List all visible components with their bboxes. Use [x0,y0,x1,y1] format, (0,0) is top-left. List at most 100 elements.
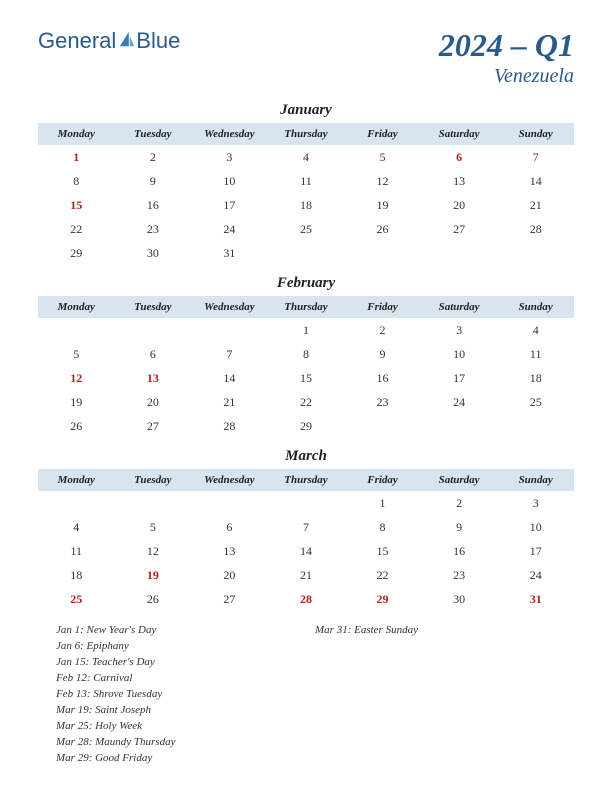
calendar-day: 18 [268,193,345,217]
calendar-row: 123 [38,491,574,515]
logo: GeneralBlue [38,28,180,54]
calendar-day [191,491,268,515]
month-block: FebruaryMondayTuesdayWednesdayThursdayFr… [38,275,574,438]
calendar-day: 11 [38,539,115,563]
calendar-row: 567891011 [38,342,574,366]
calendar-day: 28 [268,587,345,611]
calendar-day: 16 [344,366,421,390]
calendar-day: 17 [497,539,574,563]
weekday-header: Tuesday [115,469,192,491]
calendar-day: 6 [115,342,192,366]
calendar-day: 11 [497,342,574,366]
weekday-header: Monday [38,296,115,318]
calendar-day [497,414,574,438]
calendar-day: 25 [497,390,574,414]
calendar-day: 18 [38,563,115,587]
page-subtitle: Venezuela [439,65,574,88]
calendar-day: 22 [38,217,115,241]
calendar-day: 22 [344,563,421,587]
calendar-row: 45678910 [38,515,574,539]
holiday-item: Jan 6: Epiphany [56,639,315,655]
calendar-day: 14 [497,169,574,193]
weekday-header: Monday [38,469,115,491]
calendar-day: 13 [191,539,268,563]
calendar-day: 3 [497,491,574,515]
holiday-item: Mar 28: Maundy Thursday [56,735,315,751]
calendar-row: 1234 [38,318,574,342]
weekday-header: Wednesday [191,296,268,318]
calendar-day: 30 [115,241,192,265]
calendar-day: 5 [115,515,192,539]
calendar-day [497,241,574,265]
calendar-day: 24 [191,217,268,241]
page: GeneralBlue 2024 – Q1 Venezuela JanuaryM… [0,0,612,787]
calendar-day: 30 [421,587,498,611]
calendar-day: 2 [421,491,498,515]
weekday-header: Thursday [268,123,345,145]
holidays-list: Jan 1: New Year's DayJan 6: EpiphanyJan … [38,623,574,766]
holiday-item: Mar 25: Holy Week [56,719,315,735]
calendar-day: 28 [497,217,574,241]
calendar-day: 29 [268,414,345,438]
calendar-day: 26 [38,414,115,438]
calendar-row: 25262728293031 [38,587,574,611]
calendar-day: 2 [115,145,192,169]
calendar-row: 18192021222324 [38,563,574,587]
calendar-day: 18 [497,366,574,390]
calendar-day: 14 [268,539,345,563]
weekday-header: Friday [344,296,421,318]
month-block: JanuaryMondayTuesdayWednesdayThursdayFri… [38,102,574,265]
calendar-day: 8 [38,169,115,193]
calendar-day [38,491,115,515]
calendar-day [344,414,421,438]
holiday-item: Mar 29: Good Friday [56,751,315,767]
calendar-row: 293031 [38,241,574,265]
calendar-day [421,414,498,438]
calendar-day: 10 [421,342,498,366]
holiday-item: Feb 13: Shrove Tuesday [56,687,315,703]
calendar-day: 1 [38,145,115,169]
calendar-day [268,491,345,515]
calendar-day: 26 [344,217,421,241]
calendar-row: 1234567 [38,145,574,169]
calendar-day: 17 [421,366,498,390]
calendar-day: 25 [268,217,345,241]
calendar-day [115,491,192,515]
calendar-day: 23 [421,563,498,587]
calendar-day: 15 [38,193,115,217]
holiday-item: Jan 15: Teacher's Day [56,655,315,671]
calendar-day: 8 [268,342,345,366]
calendar-day: 6 [421,145,498,169]
calendar-row: 11121314151617 [38,539,574,563]
calendar-day: 20 [191,563,268,587]
weekday-header: Wednesday [191,469,268,491]
calendar-day: 10 [497,515,574,539]
calendar-day: 20 [115,390,192,414]
calendar-day: 4 [38,515,115,539]
calendar-day [421,241,498,265]
logo-text-1: General [38,28,116,54]
months-container: JanuaryMondayTuesdayWednesdayThursdayFri… [38,102,574,611]
calendar-day: 31 [497,587,574,611]
calendar-day: 27 [421,217,498,241]
weekday-header: Saturday [421,296,498,318]
title-block: 2024 – Q1 Venezuela [439,28,574,88]
calendar-row: 15161718192021 [38,193,574,217]
weekday-header: Thursday [268,296,345,318]
calendar-day: 31 [191,241,268,265]
calendar-day: 19 [115,563,192,587]
calendar-day: 11 [268,169,345,193]
calendar-day: 20 [421,193,498,217]
calendar-day: 29 [38,241,115,265]
calendar-day: 27 [115,414,192,438]
calendar-day [115,318,192,342]
calendar-row: 22232425262728 [38,217,574,241]
calendar-day: 21 [191,390,268,414]
calendar-day: 16 [421,539,498,563]
calendar-day: 5 [38,342,115,366]
calendar-day: 9 [421,515,498,539]
calendar-day: 26 [115,587,192,611]
calendar-day: 3 [421,318,498,342]
calendar-day: 7 [268,515,345,539]
holidays-col-left: Jan 1: New Year's DayJan 6: EpiphanyJan … [56,623,315,766]
